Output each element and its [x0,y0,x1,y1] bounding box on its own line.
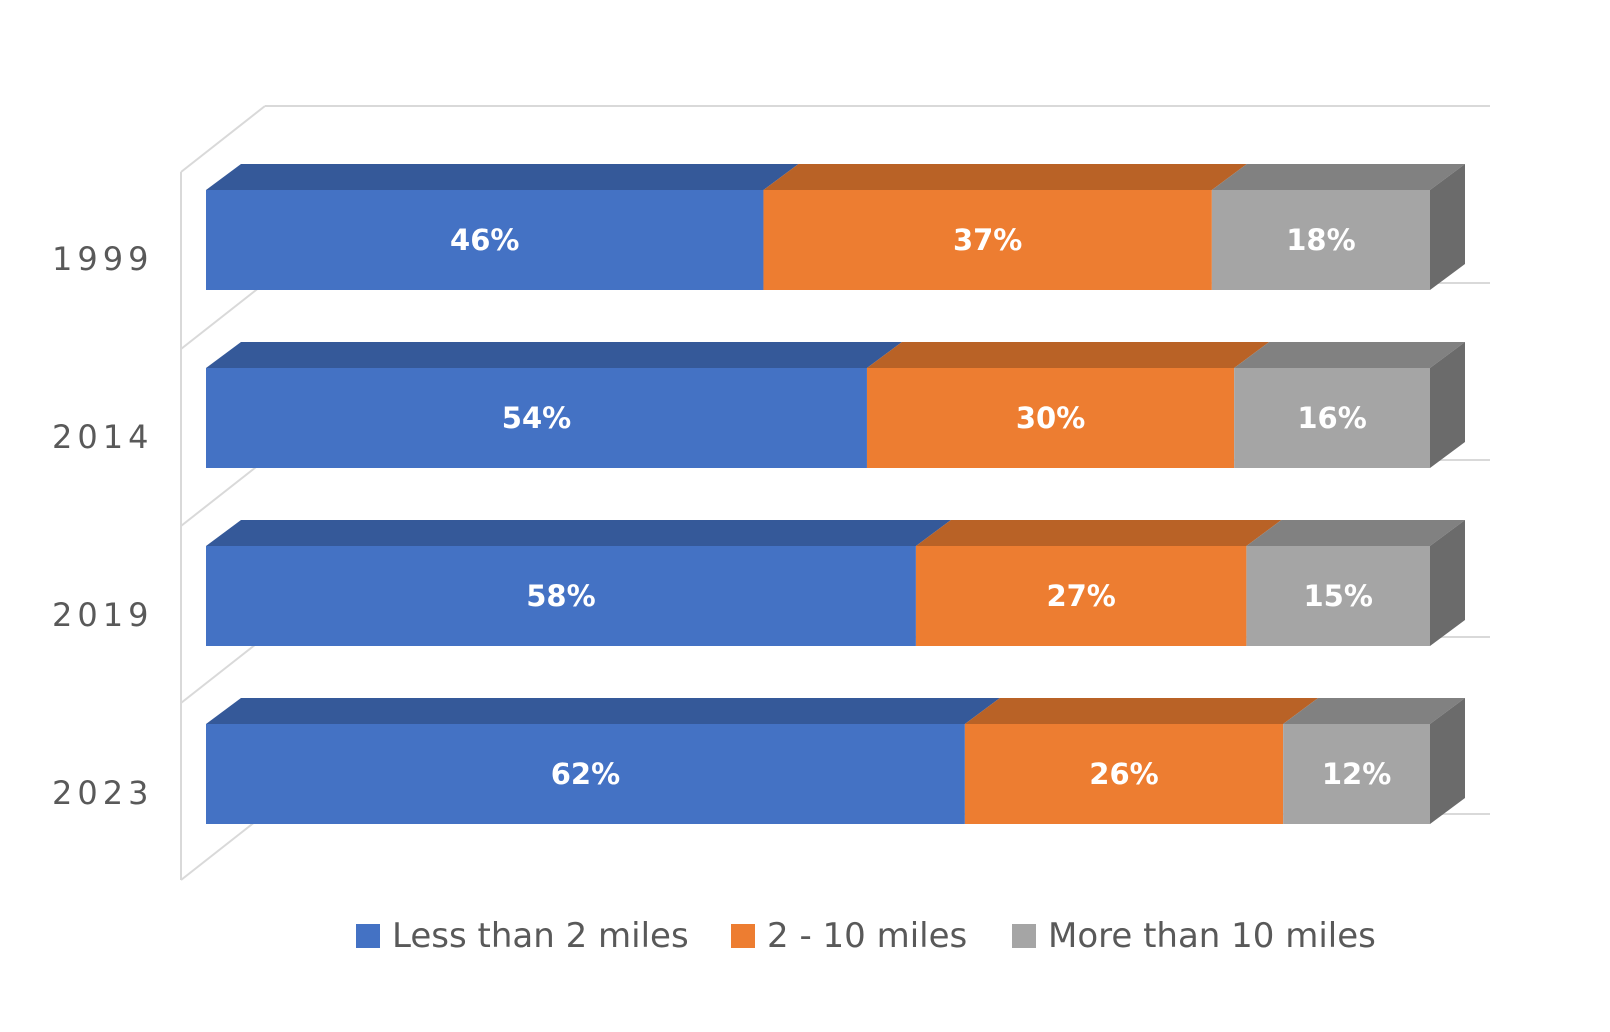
legend-item-2-10-miles: 2 - 10 miles [731,916,967,956]
legend-label-less-than-2-miles: Less than 2 miles [392,916,689,956]
bar-more-than-10-miles-2023: 12% [1283,698,1465,824]
bar-more-than-10-miles-2019-top-face [1246,520,1465,546]
side-wall-gridline [180,813,266,881]
side-wall-gridline [180,282,266,350]
bar-2-10-miles-1999-front-face [763,190,1212,290]
legend-swatch-less-than-2-miles [356,924,380,948]
bar-less-than-2-miles-1999-front-face [206,190,764,290]
data-label-less-than-2-miles-2023: 62% [551,757,620,791]
legend-swatch-2-10-miles [731,924,755,948]
legend-swatch-more-than-10-miles [1012,924,1036,948]
legend: Less than 2 miles 2 - 10 miles More than 1… [356,916,1376,956]
data-label-2-10-miles-2023: 26% [1089,757,1158,791]
side-wall-gridline [180,459,266,527]
bar-2-10-miles-2023: 26% [964,698,1319,824]
bars-group: 46% 37% 18% 54% 30% 16% 58% 27% 15% 62% 26% 12% [206,164,1465,824]
bar-2-10-miles-2019: 27% [915,520,1282,646]
bar-2-10-miles-2014-top-face [866,342,1270,368]
data-label-more-than-10-miles-2023: 12% [1322,757,1391,791]
bar-less-than-2-miles-2019-top-face [206,520,951,546]
bar-more-than-10-miles-2019-side-face [1430,520,1465,646]
bar-2-10-miles-1999: 37% [763,164,1247,290]
bar-less-than-2-miles-2023-front-face [206,724,965,824]
bar-2-10-miles-2014: 30% [866,342,1270,468]
legend-label-2-10-miles: 2 - 10 miles [767,916,967,956]
bar-2-10-miles-2019-top-face [915,520,1282,546]
bar-2-10-miles-1999-top-face [763,164,1247,190]
category-axis-labels: 1999 2014 2019 2023 [52,240,153,812]
bar-less-than-2-miles-2019-front-face [206,546,916,646]
data-label-less-than-2-miles-1999: 46% [450,223,519,257]
side-wall-gridline [180,636,266,704]
category-label-2014: 2014 [52,418,153,456]
bar-row-2019: 58% 27% 15% [206,520,1465,646]
bar-row-2023: 62% 26% 12% [206,698,1465,824]
bar-less-than-2-miles-2014-top-face [206,342,902,368]
bar-less-than-2-miles-1999-top-face [206,164,799,190]
data-label-2-10-miles-2014: 30% [1016,401,1085,435]
legend-item-more-than-10-miles: More than 10 miles [1012,916,1376,956]
bar-2-10-miles-2014-front-face [866,368,1235,468]
side-wall-top-edge [180,105,266,173]
bar-2-10-miles-2023-front-face [964,724,1284,824]
bar-more-than-10-miles-2014-front-face [1234,368,1430,468]
bar-row-2014: 54% 30% 16% [206,342,1465,468]
bar-more-than-10-miles-2019: 15% [1246,520,1465,646]
data-label-less-than-2-miles-2019: 58% [526,579,595,613]
bar-more-than-10-miles-1999: 18% [1211,164,1465,290]
legend-label-more-than-10-miles: More than 10 miles [1048,916,1376,956]
bar-more-than-10-miles-2023-front-face [1283,724,1430,824]
data-label-more-than-10-miles-1999: 18% [1286,223,1355,257]
bar-less-than-2-miles-2023-top-face [206,698,1000,724]
category-label-2023: 2023 [52,774,153,812]
bar-more-than-10-miles-2014-top-face [1234,342,1465,368]
bar-more-than-10-miles-1999-front-face [1211,190,1430,290]
data-label-less-than-2-miles-2014: 54% [502,401,571,435]
bar-more-than-10-miles-2023-side-face [1430,698,1465,824]
data-label-more-than-10-miles-2019: 15% [1303,579,1372,613]
category-label-2019: 2019 [52,596,153,634]
bar-less-than-2-miles-2014: 54% [206,342,902,468]
bar-less-than-2-miles-2014-front-face [206,368,867,468]
bar-more-than-10-miles-1999-side-face [1430,164,1465,290]
bar-more-than-10-miles-2014-side-face [1430,342,1465,468]
bar-more-than-10-miles-2014: 16% [1234,342,1465,468]
bar-less-than-2-miles-2023: 62% [206,698,1000,824]
category-label-1999: 1999 [52,240,153,278]
bar-2-10-miles-2019-front-face [915,546,1247,646]
data-label-2-10-miles-2019: 27% [1046,579,1115,613]
bar-more-than-10-miles-2019-front-face [1246,546,1430,646]
bar-more-than-10-miles-2023-top-face [1283,698,1465,724]
legend-item-less-than-2-miles: Less than 2 miles [356,916,689,956]
bar-row-1999: 46% 37% 18% [206,164,1465,290]
bar-less-than-2-miles-2019: 58% [206,520,951,646]
bar-more-than-10-miles-1999-top-face [1211,164,1465,190]
data-label-2-10-miles-1999: 37% [953,223,1022,257]
bar-2-10-miles-2023-top-face [964,698,1319,724]
bar-less-than-2-miles-1999: 46% [206,164,799,290]
data-label-more-than-10-miles-2014: 16% [1297,401,1366,435]
